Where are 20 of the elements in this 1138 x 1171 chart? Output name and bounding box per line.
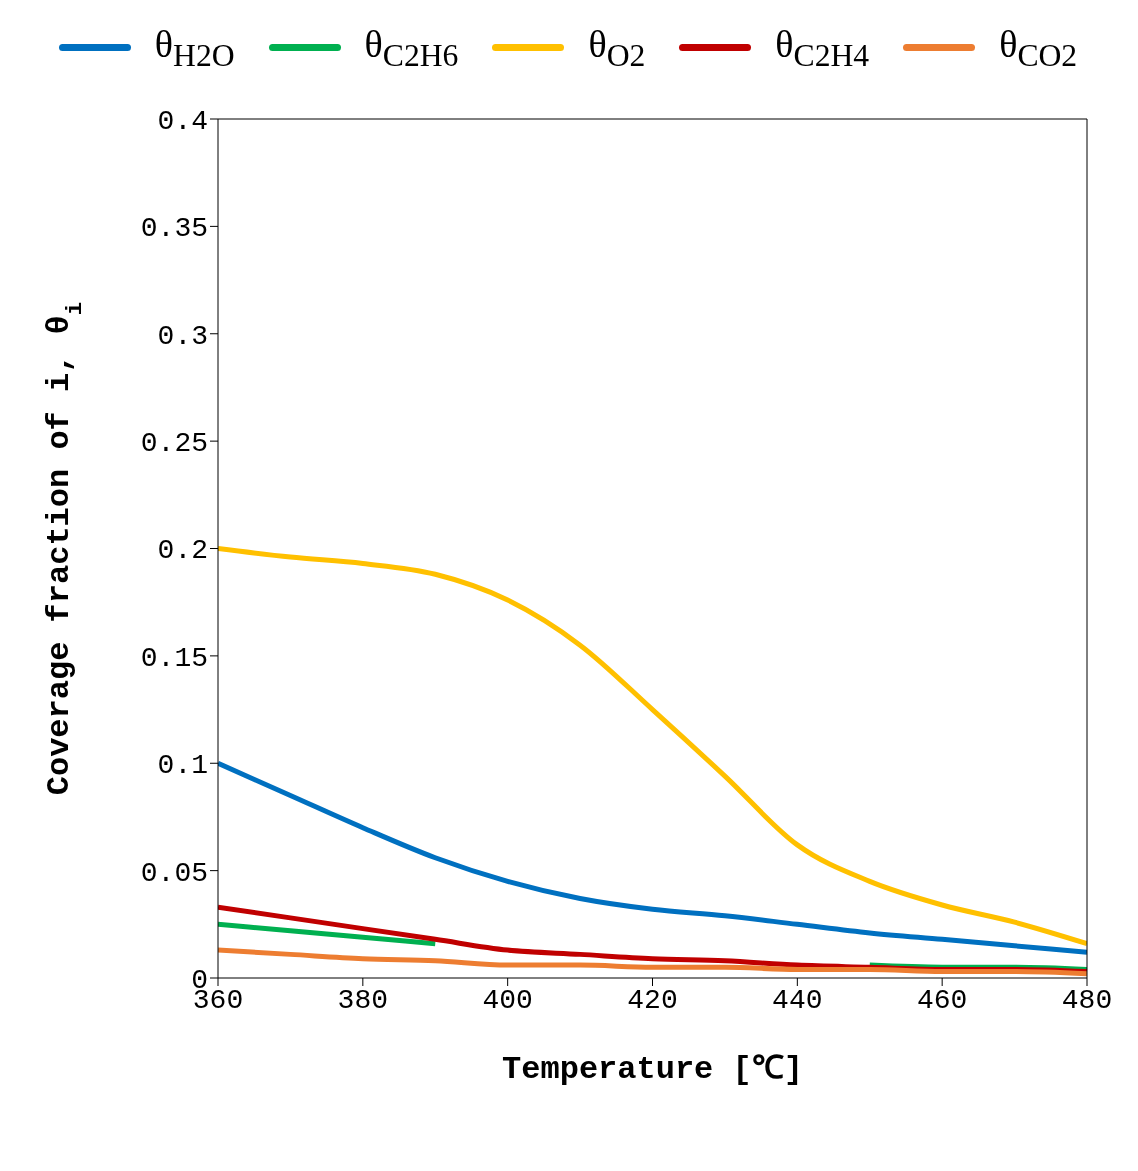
legend-label: θ$_{C2H4}$ bbox=[775, 22, 870, 74]
y-tick-label: 0.4 bbox=[157, 105, 208, 137]
legend-label: θ$_{C2H6}$ bbox=[364, 22, 459, 74]
y-tick-label: 0.25 bbox=[140, 427, 208, 459]
y-tick-label: 0.05 bbox=[140, 857, 208, 889]
y-tick-label: 0.15 bbox=[140, 642, 208, 674]
x-tick-label: 440 bbox=[772, 984, 823, 1016]
x-tick-label: 380 bbox=[337, 984, 389, 1016]
y-tick-label: 0.2 bbox=[157, 535, 208, 567]
y-tick-label: 0.3 bbox=[157, 320, 208, 352]
x-tick-label: 400 bbox=[482, 984, 533, 1016]
x-tick-label: 460 bbox=[916, 984, 968, 1016]
legend-label: θ$_{O2}$ bbox=[588, 22, 646, 74]
legend-label: θ$_{H2O}$ bbox=[154, 22, 235, 74]
y-tick-label: 0.35 bbox=[140, 212, 208, 244]
legend-label: θ$_{CO2}$ bbox=[999, 22, 1078, 74]
x-tick-label: 480 bbox=[1061, 984, 1113, 1016]
x-axis-title: Temperature [℃] bbox=[502, 1050, 803, 1088]
x-tick-label: 420 bbox=[627, 984, 678, 1016]
y-tick-label: 0.1 bbox=[157, 749, 208, 781]
